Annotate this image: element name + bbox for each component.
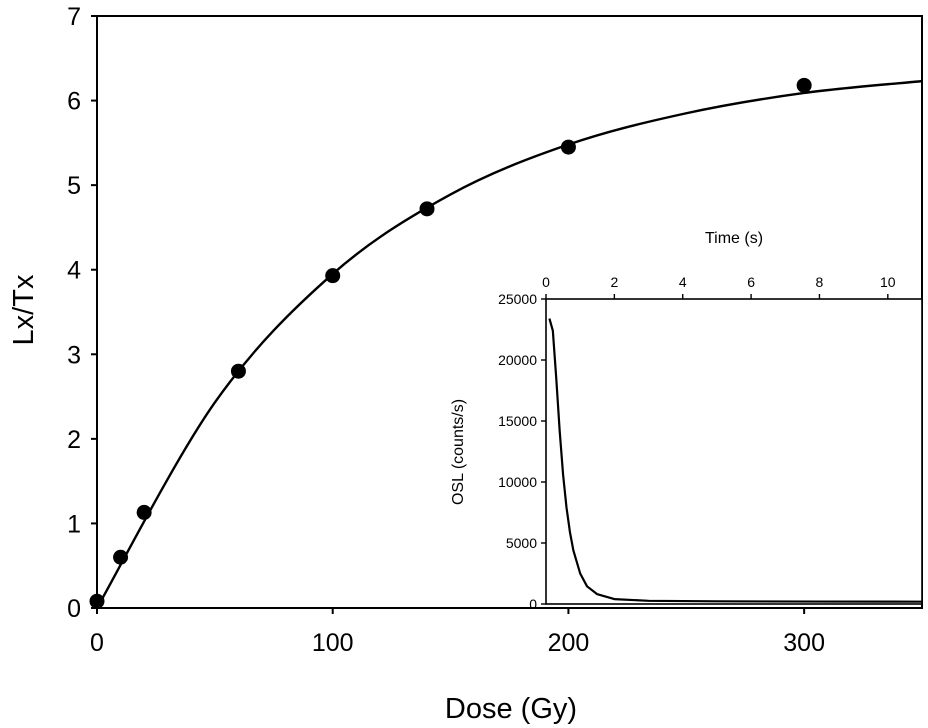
inset-x-tick-label: 2 xyxy=(610,274,618,290)
inset-y-tick-label: 20000 xyxy=(498,352,537,368)
data-point xyxy=(230,363,246,379)
main-y-tick-label: 7 xyxy=(67,3,81,31)
main-x-axis-label: Dose (Gy) xyxy=(445,693,577,725)
main-y-axis-label: Lx/Tx xyxy=(8,274,40,345)
osl-decay-marks xyxy=(545,298,923,605)
inset-y-tick-label: 25000 xyxy=(498,291,537,307)
fit-curve-line xyxy=(95,79,923,609)
main-y-tick-label: 5 xyxy=(67,172,81,200)
inset-y-tick-label: 10000 xyxy=(498,474,537,490)
main-y-tick-label: 6 xyxy=(67,88,81,116)
inset-plot-frame xyxy=(545,298,923,605)
inset-y-tick-label: 15000 xyxy=(498,413,537,429)
inset-y-tick-label: 5000 xyxy=(506,535,537,551)
inset-y-tick-label: 0 xyxy=(529,596,537,612)
main-y-tick-label: 4 xyxy=(67,257,81,285)
dose-response-marks xyxy=(89,77,923,609)
inset-x-tick-label: 10 xyxy=(880,274,896,290)
main-y-tick-label: 0 xyxy=(67,595,81,623)
inset-x-tick-label: 8 xyxy=(816,274,824,290)
main-y-tick-label: 2 xyxy=(67,426,81,454)
main-x-tick-label: 0 xyxy=(90,629,104,657)
main-x-tick-label: 100 xyxy=(312,629,354,657)
data-point xyxy=(113,549,129,565)
data-point xyxy=(325,268,341,284)
data-point xyxy=(136,504,152,520)
inset-y-axis-label: OSL (counts/s) xyxy=(450,399,467,505)
main-y-tick-label: 3 xyxy=(67,341,81,369)
inset-x-axis-label: Time (s) xyxy=(705,230,763,247)
inset-x-tick-label: 0 xyxy=(542,274,550,290)
osl-decay-inset: 0 2 4 6 8 10 0 5000 10000 15000 20000 25000 xyxy=(498,274,923,612)
data-point xyxy=(796,77,812,93)
main-x-tick-label: 300 xyxy=(783,629,825,657)
data-point xyxy=(560,139,576,155)
data-point xyxy=(419,201,435,217)
main-x-tick-label: 200 xyxy=(548,629,590,657)
main-y-tick-label: 1 xyxy=(67,510,81,538)
inset-x-tick-label: 4 xyxy=(679,274,687,290)
inset-x-tick-label: 6 xyxy=(747,274,755,290)
osl-decay-line xyxy=(548,318,923,603)
osl-decay-axes: 0 2 4 6 8 10 0 5000 10000 15000 20000 25000 xyxy=(498,274,896,612)
